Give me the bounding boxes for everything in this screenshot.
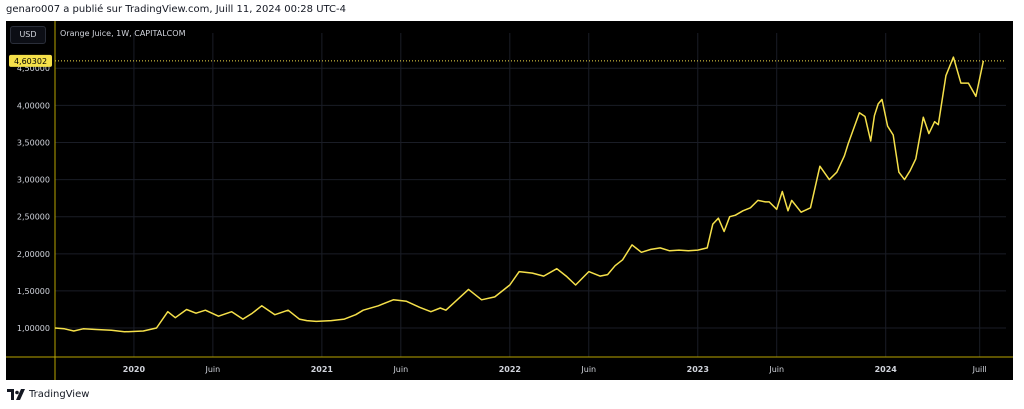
x-tick-label: 2022: [499, 365, 521, 374]
axes: [6, 21, 1013, 380]
x-axis-labels: 2020 Juin 2021 Juin 2022 Juin 2023 Juin 2024 Juil…: [123, 365, 987, 374]
y-axis-labels: 1,00000 1,50000 2,00000 2,50000 3,00000 3,500…: [17, 64, 50, 333]
y-tick-label: 1,00000: [17, 324, 50, 333]
currency-button[interactable]: USD: [10, 26, 46, 44]
x-tick-label: Juin: [205, 365, 221, 374]
x-tick-label: Juin: [580, 365, 596, 374]
x-tick-label: Juin: [768, 365, 784, 374]
tradingview-branding[interactable]: TradingView: [7, 389, 89, 400]
last-price-label: 4,60302: [14, 57, 47, 66]
y-tick-label: 2,00000: [17, 250, 50, 259]
y-tick-label: 1,50000: [17, 287, 50, 296]
last-price-badge: [9, 54, 52, 67]
chart-panel[interactable]: 1,00000 1,50000 2,00000 2,50000 3,00000 3,500…: [6, 21, 1013, 380]
y-tick-label: 3,50000: [17, 138, 50, 147]
publish-attribution: genaro007 a publié sur TradingView.com, …: [6, 4, 347, 15]
series-layer: [54, 56, 985, 333]
price-line: [54, 56, 985, 333]
x-tick-label: Juin: [392, 365, 408, 374]
last-price-layer: 4,60302: [9, 54, 1006, 67]
y-tick-label: 2,50000: [17, 213, 50, 222]
grid-lines: [55, 33, 1006, 357]
symbol-label: Orange Juice, 1W, CAPITALCOM: [60, 29, 186, 38]
y-tick-label: 4,00000: [17, 101, 50, 110]
x-tick-label: Juill: [972, 365, 987, 374]
x-tick-label: 2024: [875, 365, 898, 374]
y-tick-label: 3,00000: [17, 176, 50, 185]
x-tick-label: 2023: [687, 365, 709, 374]
tradingview-logo-icon: [7, 389, 25, 400]
y-tick-label: 4,50000: [17, 64, 50, 73]
tradingview-logo-text: TradingView: [29, 389, 90, 400]
x-tick-label: 2020: [123, 365, 146, 374]
price-chart[interactable]: 1,00000 1,50000 2,00000 2,50000 3,00000 3,500…: [6, 21, 1013, 380]
x-tick-label: 2021: [311, 365, 334, 374]
